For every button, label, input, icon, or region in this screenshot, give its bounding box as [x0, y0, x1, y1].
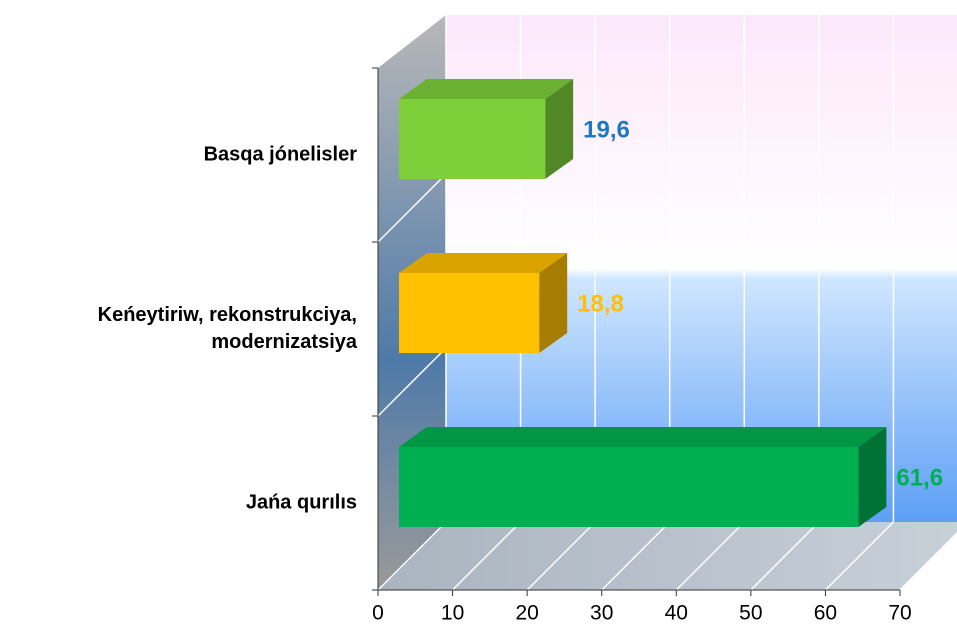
x-tick-label: 10 [441, 602, 464, 625]
bar [399, 273, 540, 353]
bar-side [545, 79, 574, 179]
floor-grid-line [601, 521, 671, 591]
floor-grid-line [452, 521, 522, 591]
bar-top [399, 427, 887, 447]
bar-side [858, 427, 887, 527]
value-label: 61,6 [896, 464, 943, 491]
x-tick-label: 50 [739, 602, 762, 625]
x-tick-label: 40 [665, 602, 688, 625]
x-tick-label: 30 [590, 602, 613, 625]
floor [378, 522, 957, 590]
wall-line [377, 347, 447, 417]
wall-line [377, 173, 447, 243]
category-label: Jańa qurılıs [245, 491, 357, 514]
x-tick-label: 0 [372, 602, 384, 625]
x-tick-label: 70 [888, 602, 911, 625]
floor-grid-line [750, 521, 820, 591]
value-label: 18,8 [577, 290, 624, 317]
category-label: Keńeytiriw, rekonstrukciya, modernizatsi… [97, 304, 357, 353]
bar-top [399, 253, 568, 273]
bar-side [539, 253, 568, 353]
floor-grid-line [824, 521, 894, 591]
bar [399, 99, 546, 179]
floor-grid-line [377, 521, 447, 591]
value-label: 19,6 [583, 116, 630, 143]
bar-top [399, 79, 574, 99]
bar [399, 447, 859, 527]
floor-grid-line [526, 521, 596, 591]
back-wall [446, 15, 957, 522]
category-label: Basqa jónelisler [203, 143, 357, 166]
x-tick-label: 20 [515, 602, 538, 625]
x-tick-label: 60 [814, 602, 837, 625]
floor-grid-line [675, 521, 745, 591]
